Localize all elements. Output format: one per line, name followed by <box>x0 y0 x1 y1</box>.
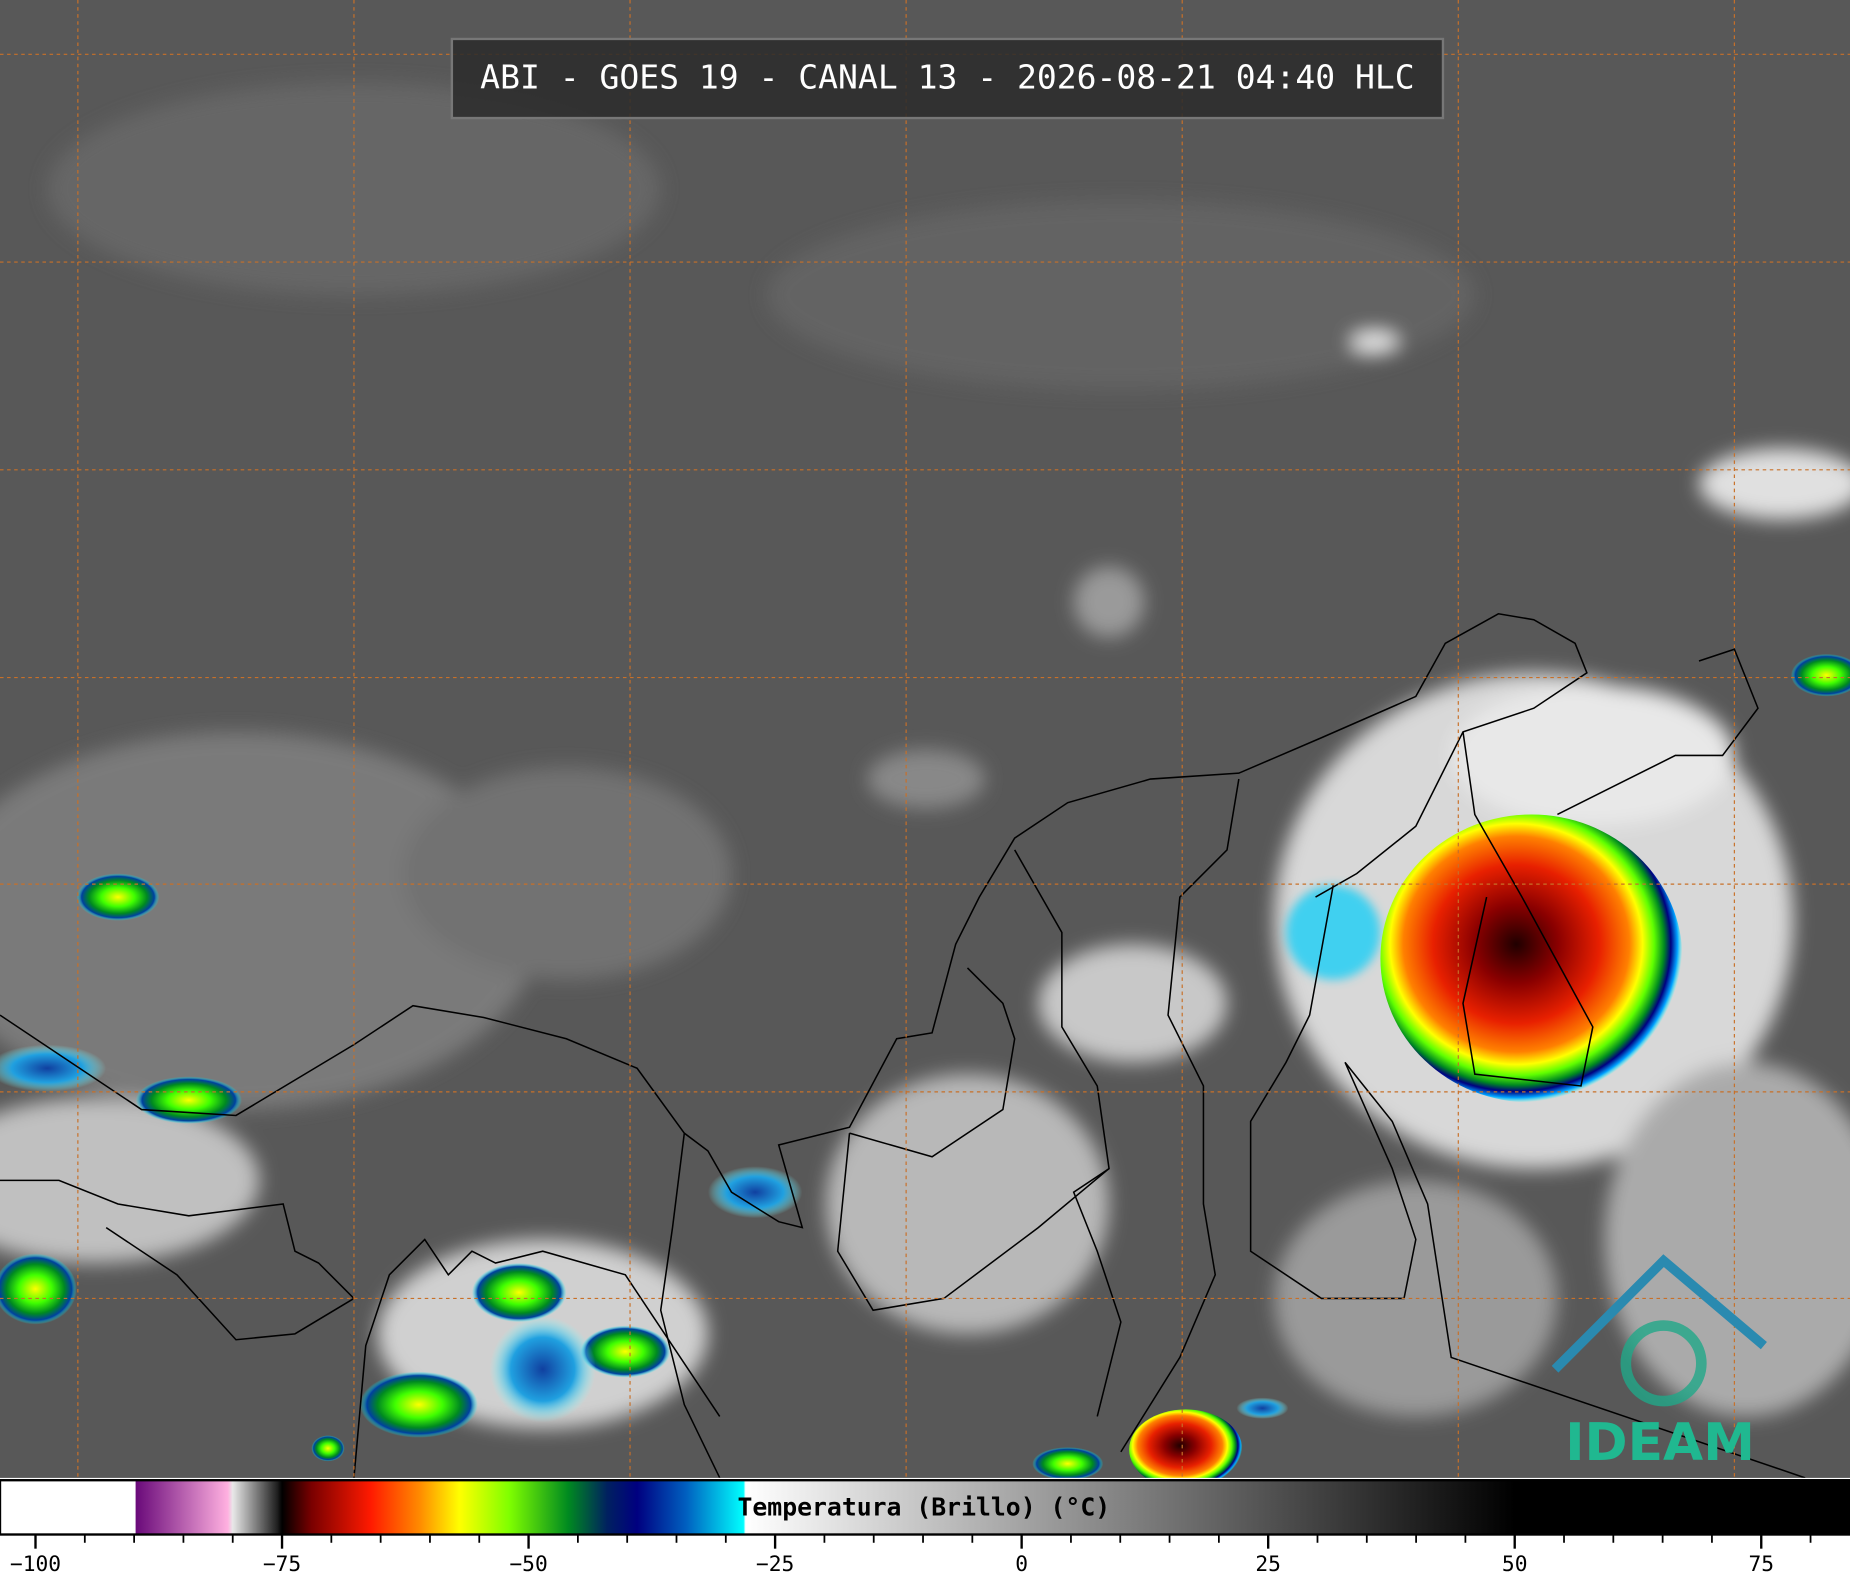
tick-label: 0 <box>1015 1552 1028 1577</box>
tick-label: 50 <box>1502 1552 1528 1577</box>
tick-label: −50 <box>509 1552 547 1577</box>
colorbar <box>0 1479 1850 1536</box>
graticule <box>0 0 1850 1478</box>
tick-label: 25 <box>1255 1552 1281 1577</box>
tick-label: −100 <box>10 1552 61 1577</box>
tick-label: −75 <box>263 1552 301 1577</box>
logo: IDEAM <box>1551 1254 1767 1473</box>
colorbar-ticks: −100 −75 −50 −25 0 25 50 75 <box>10 1534 1812 1577</box>
tick-label: 75 <box>1748 1552 1774 1577</box>
convective-cells <box>0 653 1850 1490</box>
colorbar-label: Temperatura (Brillo) (°C) <box>737 1493 1110 1522</box>
title: ABI - GOES 19 - CANAL 13 - 2026-08-21 04… <box>480 58 1414 97</box>
logo-text: IDEAM <box>1565 1413 1755 1473</box>
title-box <box>450 37 1445 120</box>
tick-label: −25 <box>756 1552 794 1577</box>
